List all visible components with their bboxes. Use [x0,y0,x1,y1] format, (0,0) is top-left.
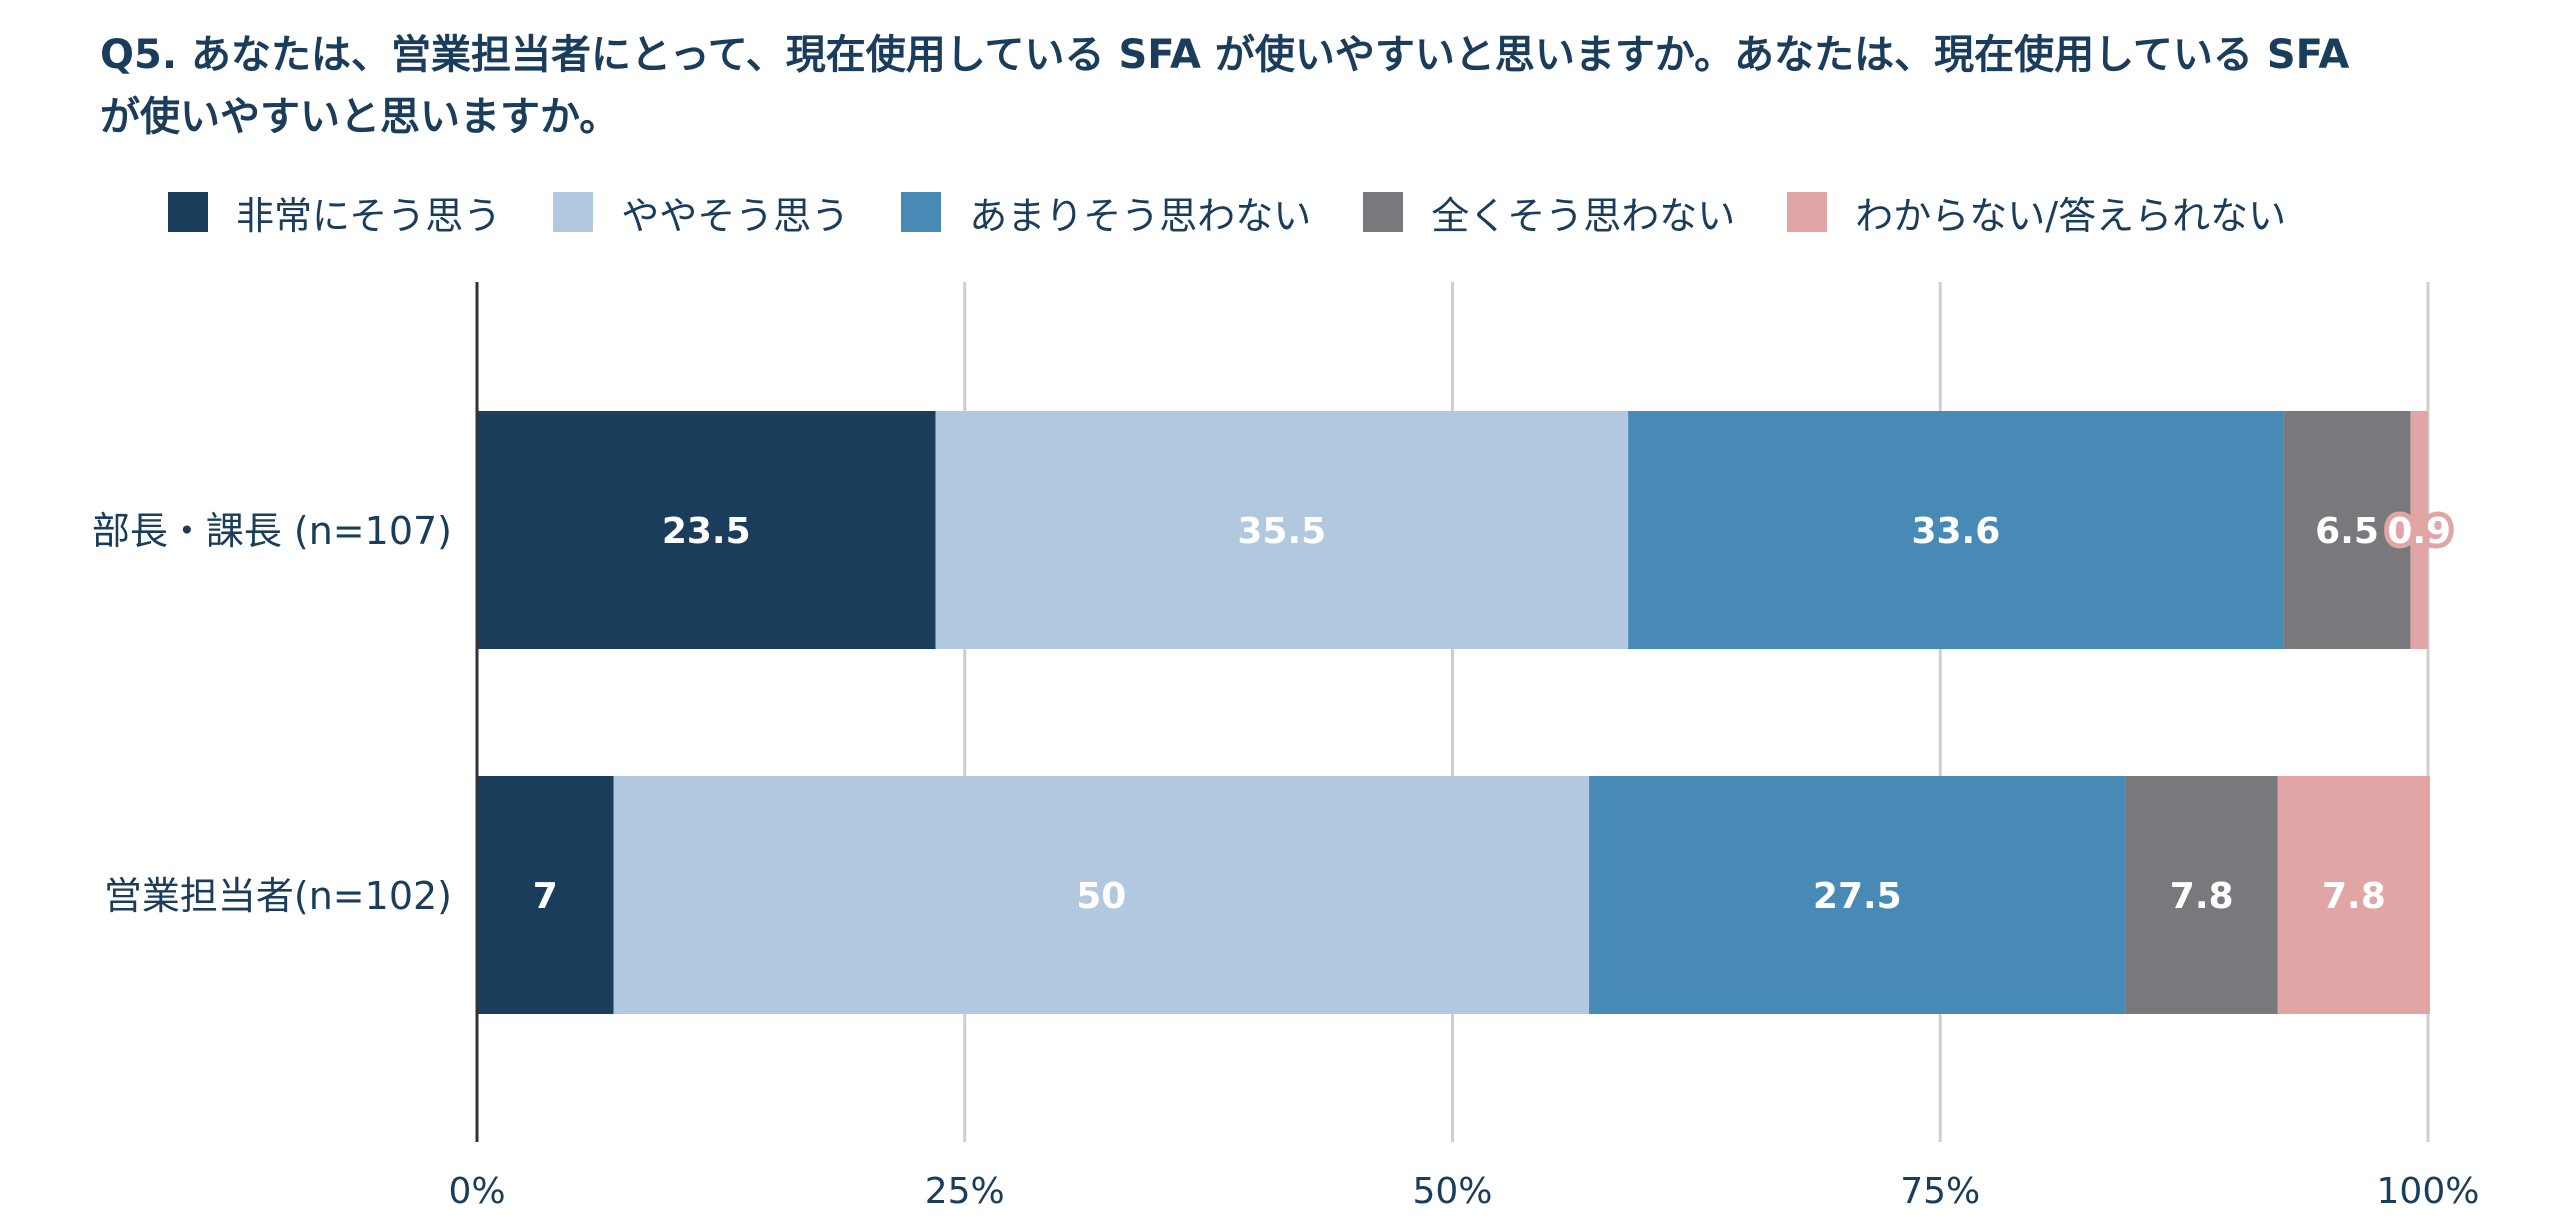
data-label: 6.5 [2315,511,2379,552]
legend-item-dont-know: わからない/答えられない [1787,185,2286,240]
data-label: 0.9 [2387,511,2451,552]
bar-segment [477,411,936,649]
legend-item-very-much: 非常にそう思う [168,185,501,240]
bar-segment [2410,411,2428,649]
bar-segment [2125,776,2278,1014]
bar-segment [1628,411,2284,649]
legend-label: 非常にそう思う [236,193,502,238]
legend-label: わからない/答えられない [1855,193,2287,238]
x-tick-label: 50% [1412,1171,1492,1212]
data-label: 35.5 [1237,511,1326,552]
data-label: 33.6 [1911,511,2000,552]
legend-label: 全くそう思わない [1431,193,1736,238]
data-labels: 23.5 35.5 33.6 6.5 0.90.97 50 27.5 7.8 7.8 [533,506,2456,917]
legend-swatch [553,192,594,232]
chart-legend: 非常にそう思う ややそう思う あまりそう思わない 全くそう思わない わからない/… [168,184,2338,240]
x-tick-label: 25% [925,1171,1005,1212]
legend-swatch [1363,192,1404,232]
category-label: 部長・課長 (n=107) [92,509,452,553]
bar-segment [1589,776,2126,1014]
category-label: 営業担当者(n=102) [104,874,452,918]
legend-label: ややそう思う [621,193,850,238]
legend-swatch [168,192,208,232]
legend-item-not-really: あまりそう思わない [901,185,1311,240]
data-label: 7.8 [2170,876,2234,917]
data-label: 23.5 [662,511,751,552]
bars [477,411,2430,1014]
bar-segment [2283,411,2411,649]
axes: 0% 25% 50% 75% 100% 部長・課長 (n=107) 営業担当者(n=102) [92,282,2480,1212]
data-label: 50 [1076,876,1126,917]
bar-segment [613,776,1590,1014]
x-tick-label: 75% [1900,1171,1980,1212]
data-label: 7.8 [2322,876,2386,917]
legend-item-not-at-all: 全くそう思わない [1363,185,1735,240]
legend-swatch [901,192,942,232]
data-label-halo: 0.9 [2387,511,2451,552]
legend-item-somewhat: ややそう思う [553,185,849,240]
x-tick-label: 100% [2377,1171,2480,1212]
legend-swatch [1787,192,1828,232]
bar-segment [2277,776,2430,1014]
data-label: 27.5 [1813,876,1902,917]
chart-title: Q5. あなたは、営業担当者にとって、現在使用している SFA が使いやすいと思… [100,32,2350,140]
bar-segment [477,776,614,1014]
data-label: 7 [533,876,558,917]
legend-label: あまりそう思わない [969,193,1312,238]
bar-segment [935,411,1629,649]
x-tick-label: 0% [448,1171,505,1212]
